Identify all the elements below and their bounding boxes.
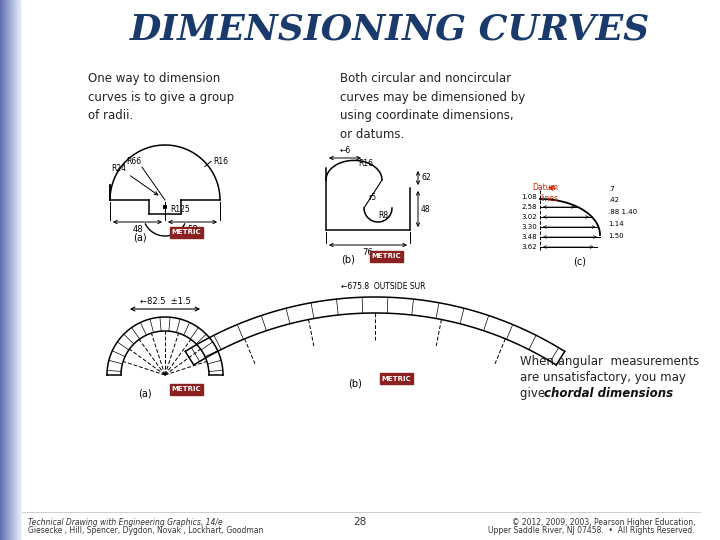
Text: 28: 28 [354, 517, 366, 527]
Text: ←6: ←6 [339, 146, 351, 155]
FancyBboxPatch shape [369, 251, 402, 261]
Text: 3.30: 3.30 [521, 224, 537, 230]
Text: 1.14: 1.14 [608, 221, 624, 227]
Text: 3.02: 3.02 [521, 214, 537, 220]
Text: 2.58: 2.58 [521, 204, 537, 210]
Text: (c): (c) [574, 257, 587, 267]
Text: give: give [520, 387, 549, 400]
Text: (b): (b) [341, 255, 355, 265]
Text: are unsatisfactory, you may: are unsatisfactory, you may [520, 371, 686, 384]
Text: © 2012, 2009, 2003, Pearson Higher Education,: © 2012, 2009, 2003, Pearson Higher Educa… [511, 518, 695, 527]
Text: .7: .7 [608, 186, 615, 192]
Text: 62: 62 [421, 173, 431, 183]
Text: R16: R16 [358, 159, 373, 168]
Text: 48: 48 [132, 225, 143, 234]
Text: 3.48: 3.48 [521, 234, 537, 240]
Text: (a): (a) [138, 389, 152, 399]
Text: 1.08: 1.08 [521, 194, 537, 200]
Text: 1.50: 1.50 [608, 233, 624, 239]
Text: METRIC: METRIC [381, 376, 411, 382]
Text: 3.62: 3.62 [521, 244, 537, 250]
Text: 76: 76 [363, 248, 374, 257]
Text: R66: R66 [126, 157, 141, 166]
Text: METRIC: METRIC [372, 253, 401, 259]
Text: One way to dimension
curves is to give a group
of radii.: One way to dimension curves is to give a… [88, 72, 234, 122]
Text: METRIC: METRIC [171, 386, 201, 392]
Text: R125: R125 [170, 206, 190, 214]
Text: DIMENSIONING CURVES: DIMENSIONING CURVES [130, 13, 650, 47]
Text: .88 1.40: .88 1.40 [608, 209, 637, 215]
Text: Both circular and noncircular
curves may be dimensioned by
using coordinate dime: Both circular and noncircular curves may… [340, 72, 526, 140]
Text: chordal dimensions: chordal dimensions [544, 387, 673, 400]
Text: R16: R16 [213, 157, 228, 166]
Text: Giesecke , Hill, Spencer, Dygdon, Novak , Lockhart, Goodman: Giesecke , Hill, Spencer, Dygdon, Novak … [28, 526, 264, 535]
Text: ←675.8  OUTSIDE SUR: ←675.8 OUTSIDE SUR [341, 282, 426, 291]
FancyBboxPatch shape [379, 374, 413, 384]
FancyBboxPatch shape [169, 383, 202, 395]
Text: 48: 48 [421, 205, 431, 213]
Text: (a): (a) [133, 232, 147, 242]
Text: R8: R8 [378, 212, 388, 220]
Text: r5: r5 [368, 193, 376, 202]
Text: (b): (b) [348, 379, 362, 389]
Text: 58: 58 [187, 225, 198, 234]
Text: Technical Drawing with Engineering Graphics, 14/e: Technical Drawing with Engineering Graph… [28, 518, 222, 527]
Text: METRIC: METRIC [171, 229, 201, 235]
Text: .42: .42 [608, 197, 619, 203]
Text: R24: R24 [111, 164, 126, 173]
FancyBboxPatch shape [169, 226, 202, 238]
Text: Datum
lines: Datum lines [532, 183, 558, 203]
Text: ←82.5  ±1.5: ←82.5 ±1.5 [140, 297, 190, 306]
Text: When angular  measurements: When angular measurements [520, 355, 699, 368]
Text: Upper Saddle River, NJ 07458.  •  All Rights Reserved.: Upper Saddle River, NJ 07458. • All Righ… [488, 526, 695, 535]
